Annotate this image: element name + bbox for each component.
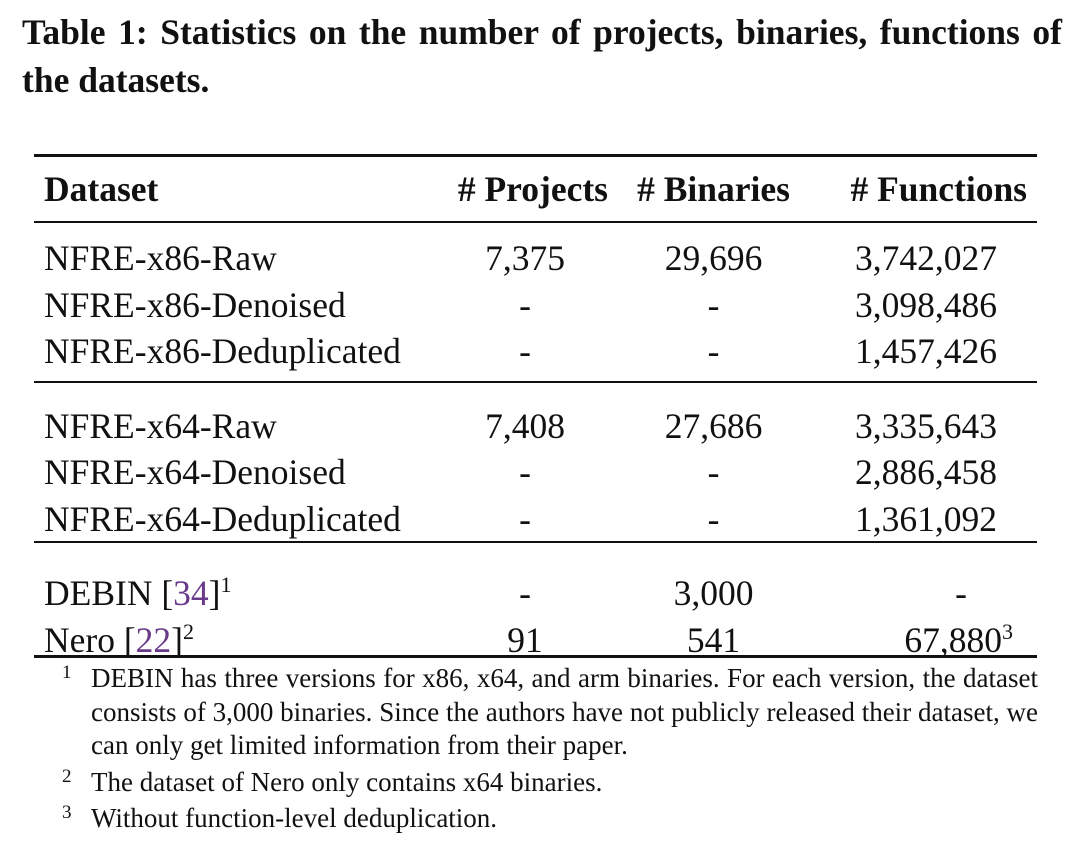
dataset-name: NFRE-x64-Denoised (44, 452, 346, 492)
table-row: NFRE-x86-Deduplicated - - 1,457,426 (34, 328, 1037, 375)
group-rule-2 (34, 541, 1037, 543)
dataset-name: NFRE-x86-Deduplicated (44, 331, 401, 371)
functions-cell: 67,8803 (811, 617, 1037, 664)
header-dataset: Dataset (44, 169, 159, 209)
footnote-text: The dataset of Nero only contains x64 bi… (91, 766, 603, 797)
footnote-number: 3 (62, 802, 72, 823)
header-functions: # Functions (850, 169, 1027, 209)
top-rule (34, 154, 1037, 157)
footnote-text: Without function-level deduplication. (91, 803, 498, 833)
projects-cell: - (519, 331, 531, 371)
functions-value: 67,880 (904, 619, 1002, 660)
binaries-cell: 541 (686, 619, 741, 660)
binaries-cell: 3,000 (673, 573, 754, 613)
footnote: 3 Without function-level deduplication. (54, 802, 1038, 836)
footnote-number: 1 (62, 662, 72, 683)
binaries-cell: - (707, 452, 720, 492)
dataset-label: Nero (44, 619, 115, 660)
table-caption: Table 1: Statistics on the number of pro… (22, 12, 1062, 100)
footnote-number: 2 (62, 765, 72, 787)
group-rule-1 (34, 381, 1037, 383)
footnote-marker[interactable]: 3 (1002, 618, 1013, 644)
footnote-marker[interactable]: 1 (220, 572, 232, 598)
functions-cell: - (955, 573, 967, 613)
functions-cell: 2,886,458 (855, 452, 997, 492)
binaries-cell: 27,686 (664, 405, 763, 446)
table-row: NFRE-x64-Denoised - - 2,886,458 (34, 449, 1037, 496)
footnote: 1 DEBIN has three versions for x86, x64,… (54, 662, 1038, 763)
dataset-name: NFRE-x86-Denoised (44, 284, 346, 325)
bottom-rule (34, 655, 1037, 658)
projects-cell: - (519, 498, 531, 539)
projects-cell: - (519, 452, 531, 492)
table-row: DEBIN [34]1 - 3,000 - (34, 570, 1037, 617)
dataset-label: DEBIN (44, 573, 153, 613)
dataset-name: NFRE-x64-Deduplicated (44, 498, 401, 539)
header-rule (34, 221, 1037, 223)
dataset-name: Nero [22]2 (44, 618, 194, 660)
dataset-name: NFRE-x64-Raw (44, 405, 277, 446)
dataset-name: NFRE-x86-Raw (44, 238, 277, 278)
table-row: Nero [22]2 91 541 67,8803 (34, 617, 1037, 664)
table-row: NFRE-x64-Deduplicated - - 1,361,092 (34, 496, 1037, 543)
dataset-name: DEBIN [34]1 (44, 572, 232, 613)
functions-cell: 3,742,027 (855, 238, 997, 278)
footnote: 2 The dataset of Nero only contains x64 … (54, 766, 1038, 800)
table-row: NFRE-x86-Raw 7,375 29,696 3,742,027 (34, 235, 1037, 282)
citation-link[interactable]: 22 (135, 619, 172, 660)
projects-cell: 7,408 (485, 405, 565, 446)
table-row: NFRE-x86-Denoised - - 3,098,486 (34, 282, 1037, 329)
binaries-cell: - (707, 331, 720, 371)
projects-cell: - (519, 284, 531, 325)
table-footnotes: 1 DEBIN has three versions for x86, x64,… (54, 662, 1038, 836)
binaries-cell: 29,696 (664, 238, 763, 278)
binaries-cell: - (707, 498, 720, 539)
projects-cell: - (519, 573, 531, 613)
header-binaries: # Binaries (637, 169, 790, 209)
statistics-table: Dataset # Projects # Binaries # Function… (34, 157, 1037, 663)
projects-cell: 7,375 (485, 238, 565, 278)
functions-cell: 3,335,643 (855, 405, 997, 446)
table-row: NFRE-x64-Raw 7,408 27,686 3,335,643 (34, 403, 1037, 450)
header-projects: # Projects (457, 169, 608, 209)
functions-cell: 1,361,092 (855, 498, 997, 539)
footnote-text: DEBIN has three versions for x86, x64, a… (91, 663, 1038, 760)
header-row: Dataset # Projects # Binaries # Function… (34, 157, 1037, 221)
binaries-cell: - (707, 284, 720, 325)
footnote-marker[interactable]: 2 (183, 618, 194, 644)
projects-cell: 91 (507, 619, 543, 660)
functions-cell: 3,098,486 (855, 284, 997, 325)
functions-cell: 1,457,426 (855, 331, 997, 371)
citation-link[interactable]: 34 (173, 573, 209, 613)
